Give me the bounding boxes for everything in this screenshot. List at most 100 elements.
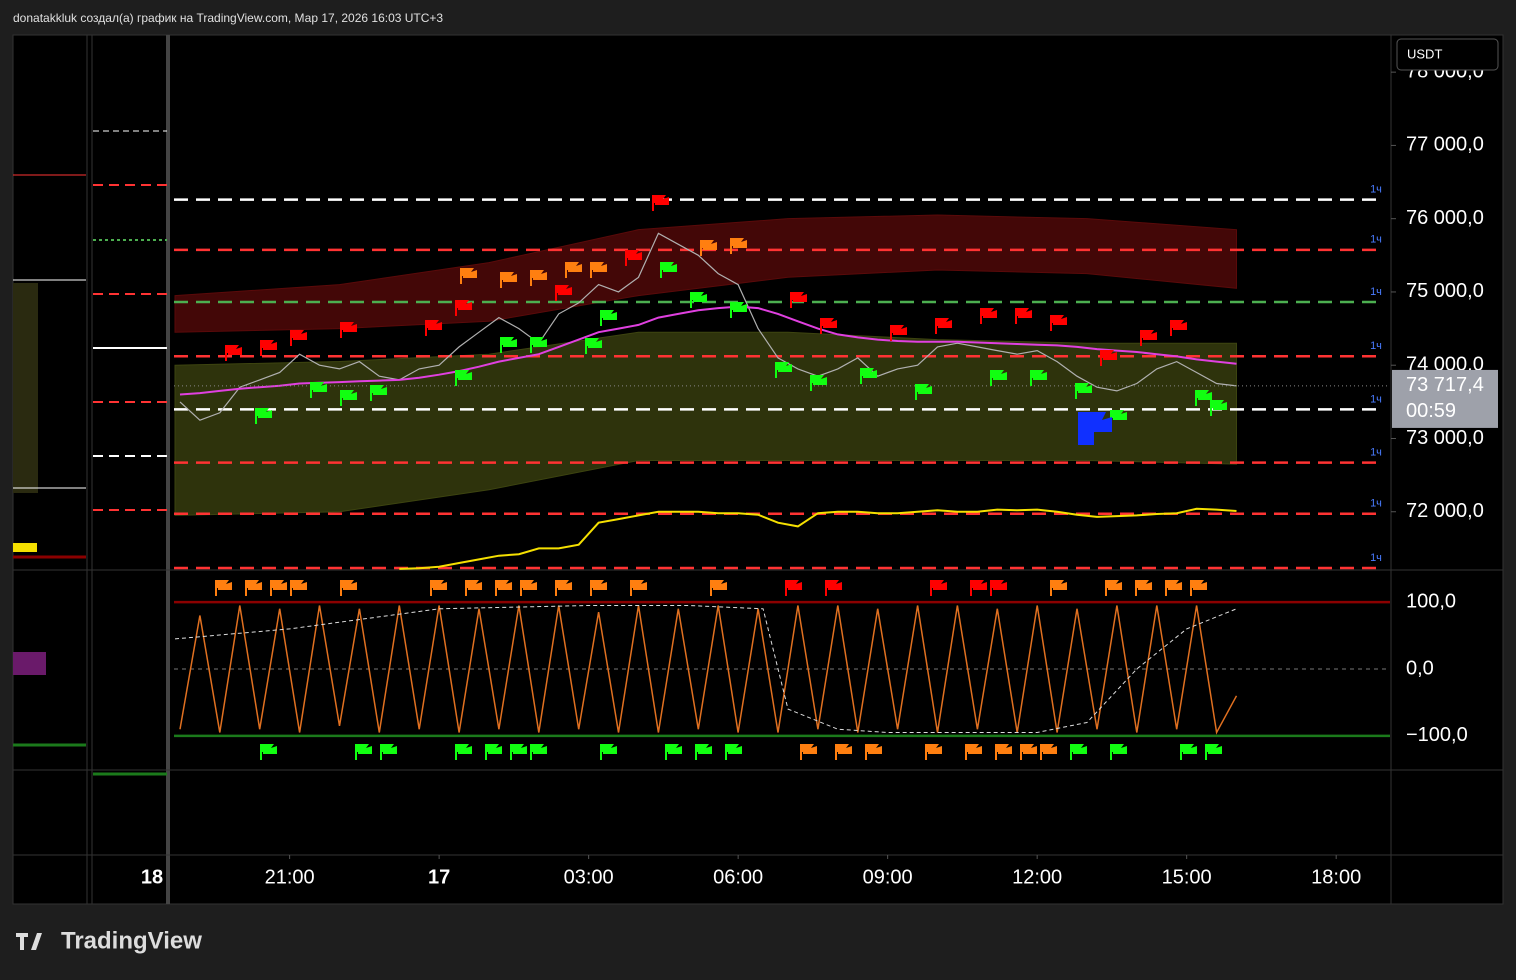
signal-flag xyxy=(455,744,472,760)
signal-flag xyxy=(725,744,742,760)
signal-flag xyxy=(970,580,987,596)
signal-flag xyxy=(530,337,547,353)
x-tick-label: 21:00 xyxy=(265,866,315,888)
signal-flag xyxy=(1190,580,1207,596)
signal-flag xyxy=(810,375,827,391)
signal-flag xyxy=(1050,315,1067,331)
signal-flag xyxy=(290,330,307,346)
y-tick-label: −100,0 xyxy=(1406,724,1468,746)
signal-flag xyxy=(565,262,582,278)
y-tick-label: 73 000,0 xyxy=(1406,427,1484,449)
signal-flag xyxy=(1205,744,1222,760)
axes: 100,00,0−100,078 000,077 000,076 000,075… xyxy=(265,38,1499,888)
signal-flag xyxy=(465,580,482,596)
signal-flag xyxy=(260,744,277,760)
signal-flag xyxy=(660,262,677,278)
signal-flag xyxy=(255,408,272,424)
mini-mark xyxy=(13,652,46,675)
signal-flag xyxy=(625,250,642,266)
signal-flag xyxy=(915,384,932,400)
signal-flag xyxy=(1110,410,1127,426)
signal-flag xyxy=(1195,390,1212,406)
x-tick-label: 09:00 xyxy=(863,866,913,888)
signal-flag xyxy=(225,345,242,361)
signal-flag xyxy=(652,195,669,211)
currency-box xyxy=(1396,38,1499,71)
y-tick-label: 76 000,0 xyxy=(1406,207,1484,229)
signal-flag xyxy=(590,580,607,596)
signal-flag xyxy=(1015,308,1032,324)
signal-flag xyxy=(600,310,617,326)
y-tick-label: 75 000,0 xyxy=(1406,280,1484,302)
signal-flag xyxy=(835,744,852,760)
mini-mark xyxy=(13,543,37,552)
signal-flag xyxy=(990,370,1007,386)
x-tick-label: 15:00 xyxy=(1162,866,1212,888)
price-tag-label: 73 717,4 xyxy=(1406,374,1484,396)
signal-flag xyxy=(1110,744,1127,760)
signal-flag xyxy=(730,238,747,254)
oscillator-pane xyxy=(174,580,1390,760)
signal-flag xyxy=(455,300,472,316)
signal-flag xyxy=(800,744,817,760)
y-tick-label: 100,0 xyxy=(1406,590,1456,612)
signal-flag xyxy=(495,580,512,596)
signal-flag xyxy=(1140,330,1157,346)
level-label: 1ч xyxy=(1370,446,1382,458)
level-label: 1ч xyxy=(1370,184,1382,196)
signal-flag xyxy=(215,580,232,596)
x-tick-label: 18:00 xyxy=(1311,866,1361,888)
signal-flag xyxy=(965,744,982,760)
trend-line xyxy=(174,605,1237,733)
signal-flag xyxy=(825,580,842,596)
signal-flag xyxy=(270,580,287,596)
signal-flag xyxy=(785,580,802,596)
signal-flag xyxy=(310,382,327,398)
series-line xyxy=(179,305,1237,396)
signal-flag xyxy=(1020,744,1037,760)
signal-flag xyxy=(1040,744,1057,760)
signal-flag xyxy=(555,580,572,596)
signal-flag xyxy=(860,368,877,384)
signal-flag xyxy=(530,270,547,286)
signal-flag xyxy=(690,292,707,308)
x-tick-label: 12:00 xyxy=(1012,866,1062,888)
signal-flag xyxy=(1210,400,1227,416)
signal-flag xyxy=(775,362,792,378)
signal-flag xyxy=(425,320,442,336)
signal-flag xyxy=(355,744,372,760)
level-label: 1ч xyxy=(1370,552,1382,564)
price-tag xyxy=(1392,369,1498,428)
price-timer: 00:59 xyxy=(1406,400,1456,422)
signal-flag xyxy=(865,744,882,760)
mini-band xyxy=(13,283,38,493)
left-panes: 18 xyxy=(13,35,170,904)
series-line xyxy=(179,232,1237,421)
main-pane: 1ч 1ч 1ч 1ч 1ч 1ч 1ч 1ч xyxy=(174,184,1390,570)
signal-flag xyxy=(530,744,547,760)
signal-flag xyxy=(1070,744,1087,760)
signal-flag xyxy=(340,322,357,338)
y-tick-label: 72 000,0 xyxy=(1406,500,1484,522)
signal-flag xyxy=(520,580,537,596)
level-label: 1ч xyxy=(1370,234,1382,246)
signal-flag xyxy=(500,337,517,353)
logo-icon xyxy=(16,933,42,950)
level-label: 1ч xyxy=(1370,340,1382,352)
signal-flag xyxy=(590,262,607,278)
signal-flag xyxy=(370,385,387,401)
series-line xyxy=(179,605,1238,735)
header: donatakkluk создал(а) график на TradingV… xyxy=(13,11,443,25)
signal-flag xyxy=(460,268,477,284)
x-tick-label: 06:00 xyxy=(713,866,763,888)
signal-flag xyxy=(510,744,527,760)
x-tick-label: 17 xyxy=(428,866,450,888)
signal-flag xyxy=(1078,412,1112,445)
currency: USDT xyxy=(1407,46,1442,61)
level-label: 1ч xyxy=(1370,498,1382,510)
signal-flag xyxy=(925,744,942,760)
signal-flag xyxy=(380,744,397,760)
signal-flag xyxy=(710,580,727,596)
signal-flag xyxy=(600,744,617,760)
